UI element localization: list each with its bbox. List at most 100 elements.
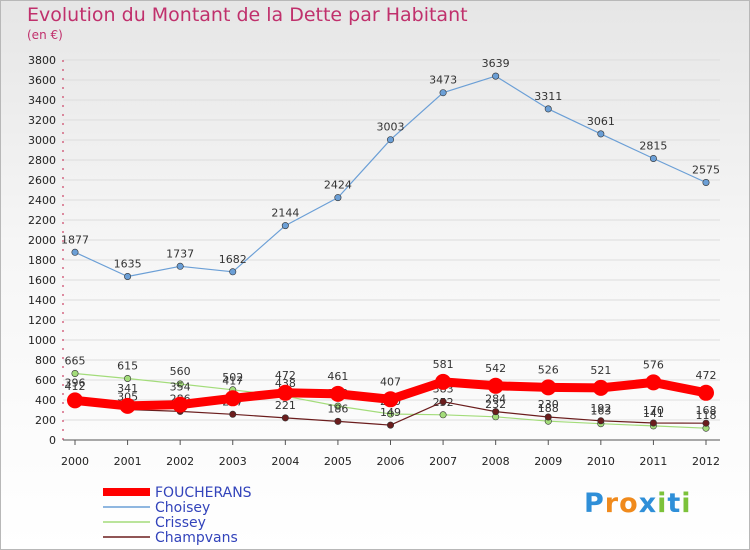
- data-point-choisey: [281, 222, 289, 230]
- data-label-champvans: 221: [275, 399, 296, 412]
- y-tick-label: 200: [35, 414, 56, 427]
- data-point-choisey: [439, 89, 447, 97]
- y-tick-label: 1000: [28, 334, 56, 347]
- x-tick-label: 2001: [114, 455, 142, 468]
- data-point-foucherans: [224, 390, 241, 407]
- y-tick-label: 2000: [28, 234, 56, 247]
- data-label-foucherans: 461: [327, 370, 348, 383]
- data-label-champvans: 170: [643, 404, 664, 417]
- y-tick-label: 400: [35, 394, 56, 407]
- data-label-champvans: 149: [380, 406, 401, 419]
- y-tick-label: 3800: [28, 54, 56, 67]
- data-label-choisey: 3639: [482, 57, 510, 70]
- data-point-champvans: [544, 413, 552, 421]
- data-point-choisey: [544, 105, 552, 113]
- logo-letter: t: [667, 488, 682, 519]
- x-tick-label: 2006: [377, 455, 405, 468]
- data-label-choisey: 3311: [534, 90, 562, 103]
- data-point-choisey: [71, 248, 79, 256]
- data-point-choisey: [176, 262, 184, 270]
- data-point-foucherans: [382, 391, 399, 408]
- data-point-champvans: [649, 419, 657, 427]
- data-point-champvans: [281, 414, 289, 422]
- y-tick-label: 1400: [28, 294, 56, 307]
- data-label-choisey: 1877: [61, 233, 89, 246]
- y-tick-label: 800: [35, 354, 56, 367]
- legend-label-foucherans: FOUCHERANS: [155, 485, 252, 501]
- x-tick-label: 2011: [639, 455, 667, 468]
- logo-letter: r: [604, 488, 620, 519]
- chart-subtitle: (en €): [27, 28, 63, 42]
- data-point-foucherans: [329, 385, 346, 402]
- y-tick-label: 2600: [28, 174, 56, 187]
- legend-label-choisey: Choisey: [155, 500, 210, 516]
- data-point-choisey: [124, 272, 132, 280]
- data-label-foucherans: 581: [433, 358, 454, 371]
- x-tick-label: 2009: [534, 455, 562, 468]
- data-label-champvans: 412: [65, 380, 86, 393]
- y-tick-label: 3400: [28, 94, 56, 107]
- data-point-champvans: [597, 417, 605, 425]
- legend-label-crissey: Crissey: [155, 515, 206, 531]
- x-tick-label: 2010: [587, 455, 615, 468]
- data-label-choisey: 2575: [692, 164, 720, 177]
- data-label-foucherans: 472: [696, 369, 717, 382]
- x-tick-label: 2000: [61, 455, 89, 468]
- x-tick-label: 2008: [482, 455, 510, 468]
- data-point-crissey: [124, 374, 132, 382]
- data-label-choisey: 2815: [639, 140, 667, 153]
- proxiti-logo: Proxiti: [584, 488, 692, 519]
- y-tick-label: 600: [35, 374, 56, 387]
- data-point-foucherans: [67, 392, 83, 409]
- data-point-foucherans: [172, 396, 189, 413]
- data-point-choisey: [334, 194, 342, 202]
- data-label-crissey: 665: [65, 355, 86, 368]
- data-label-crissey: 560: [170, 365, 191, 378]
- data-label-crissey: 188: [538, 402, 559, 415]
- data-point-foucherans: [487, 377, 504, 394]
- data-label-champvans: 230: [538, 398, 559, 411]
- data-label-foucherans: 576: [643, 358, 664, 371]
- data-label-choisey: 2144: [271, 207, 299, 220]
- data-label-choisey: 1682: [219, 253, 247, 266]
- data-point-foucherans: [277, 384, 294, 401]
- data-label-crissey: 615: [117, 360, 138, 373]
- data-label-crissey: 118: [696, 409, 717, 422]
- data-point-foucherans: [698, 384, 714, 401]
- y-tick-label: 2400: [28, 194, 56, 207]
- data-label-crissey: 502: [222, 371, 243, 384]
- data-label-crissey: 141: [643, 407, 664, 420]
- y-tick-label: 1200: [28, 314, 56, 327]
- data-point-choisey: [597, 130, 605, 138]
- y-tick-label: 2200: [28, 214, 56, 227]
- chart-title: Evolution du Montant de la Dette par Hab…: [27, 4, 468, 26]
- x-tick-label: 2005: [324, 455, 352, 468]
- data-label-choisey: 1635: [114, 258, 142, 271]
- data-point-champvans: [334, 417, 342, 425]
- data-point-choisey: [229, 268, 237, 276]
- data-label-champvans: 168: [696, 404, 717, 417]
- data-point-foucherans: [435, 373, 452, 390]
- y-tick-label: 0: [49, 434, 56, 447]
- data-point-champvans: [702, 419, 710, 427]
- legend-label-champvans: Champvans: [155, 530, 238, 546]
- data-point-choisey: [702, 179, 710, 187]
- logo-letter: i: [657, 488, 668, 519]
- data-point-champvans: [439, 398, 447, 406]
- data-label-foucherans: 396: [65, 376, 86, 389]
- data-point-champvans: [386, 421, 394, 429]
- data-label-foucherans: 341: [117, 382, 138, 395]
- data-point-choisey: [386, 136, 394, 144]
- data-point-choisey: [649, 155, 657, 163]
- data-label-choisey: 3473: [429, 74, 457, 87]
- y-tick-label: 1800: [28, 254, 56, 267]
- x-tick-label: 2003: [219, 455, 247, 468]
- x-tick-label: 2002: [166, 455, 194, 468]
- data-label-choisey: 2424: [324, 179, 352, 192]
- data-label-crissey: 163: [590, 405, 611, 418]
- x-tick-label: 2012: [692, 455, 720, 468]
- data-point-choisey: [492, 72, 500, 80]
- data-label-choisey: 3061: [587, 115, 615, 128]
- data-label-foucherans: 542: [485, 362, 506, 375]
